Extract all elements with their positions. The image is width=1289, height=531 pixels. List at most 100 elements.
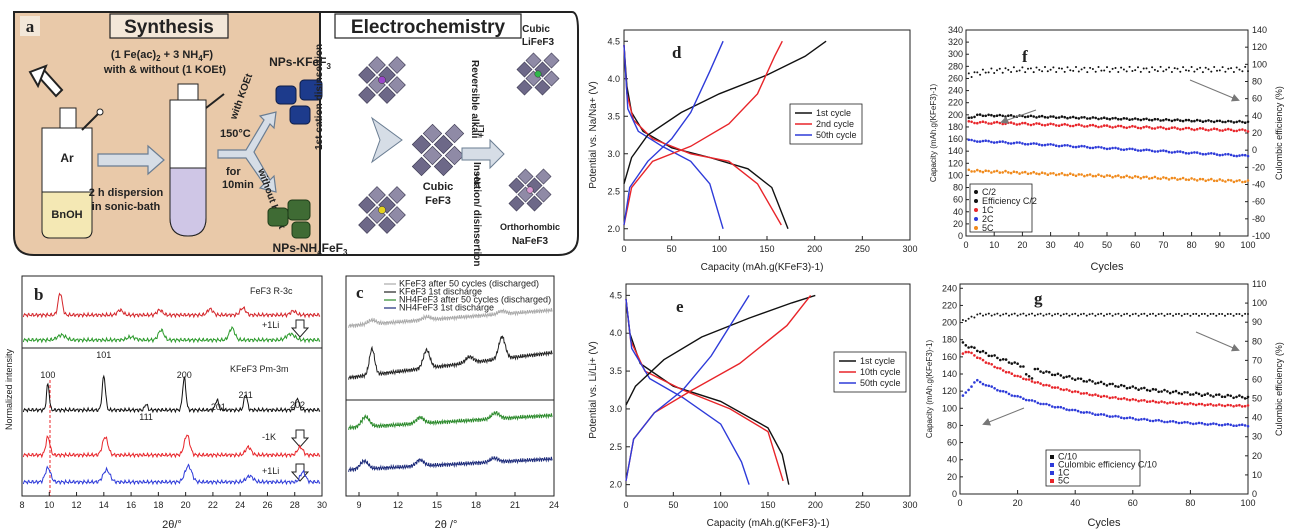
data-point — [1176, 118, 1179, 121]
data-point — [1196, 68, 1199, 71]
ytick-label: 3.5 — [609, 366, 622, 376]
data-point — [1174, 420, 1178, 424]
data-point — [978, 350, 982, 354]
data-point — [1216, 69, 1218, 72]
data-point — [1094, 124, 1097, 128]
data-point — [1221, 179, 1224, 182]
data-point — [1059, 387, 1063, 391]
ytick-label: 40 — [953, 207, 963, 217]
data-point — [1170, 176, 1174, 180]
disinsertion-arrow-icon — [370, 116, 403, 164]
xtick-label: 26 — [262, 500, 272, 510]
efficiency-axis-arrow — [1195, 331, 1240, 352]
data-point — [1238, 68, 1241, 71]
data-point — [1068, 314, 1071, 317]
data-point — [1170, 126, 1174, 129]
data-point — [1004, 358, 1008, 361]
data-point — [1198, 152, 1202, 155]
data-point — [1088, 378, 1091, 382]
data-point — [1108, 382, 1112, 386]
data-point — [1097, 145, 1100, 149]
data-point — [1149, 313, 1152, 316]
data-point — [1238, 119, 1241, 123]
data-point — [1238, 394, 1241, 397]
data-point — [1170, 119, 1174, 123]
data-point — [1062, 376, 1065, 379]
data-point — [1035, 66, 1038, 69]
data-point — [1173, 126, 1176, 129]
data-point — [1015, 123, 1019, 126]
legend-swatch — [974, 199, 978, 203]
data-point — [1142, 125, 1145, 129]
data-point — [1018, 172, 1021, 175]
data-point — [1140, 313, 1143, 316]
kfef3-phase-label: KFeF3 Pm-3m — [230, 364, 289, 374]
xtick-label: 100 — [713, 500, 728, 510]
ytick-label: 2.0 — [607, 224, 620, 234]
data-point — [1224, 128, 1227, 131]
data-point — [1192, 313, 1195, 315]
data-point — [981, 114, 985, 118]
data-point — [1215, 314, 1218, 317]
data-point — [1046, 173, 1050, 176]
data-point — [1215, 393, 1218, 397]
data-point — [1007, 141, 1010, 145]
data-point — [1243, 153, 1247, 157]
data-point — [1106, 66, 1108, 69]
data-point — [1134, 69, 1137, 72]
data-point — [1082, 392, 1086, 395]
data-point — [1054, 173, 1058, 177]
data-point — [976, 313, 979, 316]
data-point — [1004, 141, 1007, 144]
peak-label: 201 — [211, 402, 226, 412]
data-point — [1232, 424, 1235, 428]
data-point — [1243, 424, 1247, 427]
data-point — [1190, 151, 1193, 155]
y2tick-label: -20 — [1252, 162, 1265, 172]
data-point — [1055, 71, 1058, 73]
data-point — [990, 113, 993, 117]
y2tick-label: 110 — [1252, 279, 1266, 289]
legend-swatch — [1050, 471, 1054, 475]
data-point — [1091, 123, 1095, 127]
diffraction-pattern — [348, 307, 553, 329]
data-point — [1232, 396, 1235, 400]
data-point — [1143, 399, 1146, 402]
data-point — [1151, 66, 1154, 69]
data-point — [1139, 126, 1143, 130]
data-point — [1083, 66, 1086, 69]
data-point — [1150, 149, 1154, 153]
data-point — [1190, 177, 1193, 180]
data-point — [1139, 149, 1143, 152]
data-point — [1053, 386, 1057, 389]
data-point — [996, 312, 999, 315]
data-point — [1224, 314, 1226, 317]
data-point — [1066, 66, 1069, 69]
data-point — [1038, 68, 1041, 71]
data-point — [1024, 378, 1028, 381]
data-point — [1058, 67, 1061, 70]
ytick-label: 240 — [942, 283, 957, 293]
data-point — [992, 170, 996, 173]
reagents-line2: with & without (1 KOEt) — [103, 64, 227, 76]
data-point — [1094, 70, 1097, 73]
legend-entry: 5C — [1058, 476, 1070, 486]
legend-entry: 1st cycle — [860, 356, 895, 366]
data-point — [1227, 119, 1230, 123]
data-point — [1010, 313, 1013, 316]
data-point — [1204, 66, 1207, 69]
legend-entry: 2nd cycle — [816, 119, 854, 129]
ytick-label: 100 — [948, 170, 963, 180]
data-point — [973, 121, 976, 125]
data-point — [1212, 422, 1215, 425]
data-point — [1040, 171, 1044, 174]
data-point — [1220, 404, 1224, 407]
diffraction-pattern — [22, 292, 321, 319]
data-point — [1117, 124, 1120, 128]
data-point — [1105, 147, 1109, 151]
data-point — [1187, 118, 1191, 122]
data-point — [1131, 118, 1134, 121]
data-point — [973, 115, 976, 119]
data-point — [1204, 128, 1207, 132]
